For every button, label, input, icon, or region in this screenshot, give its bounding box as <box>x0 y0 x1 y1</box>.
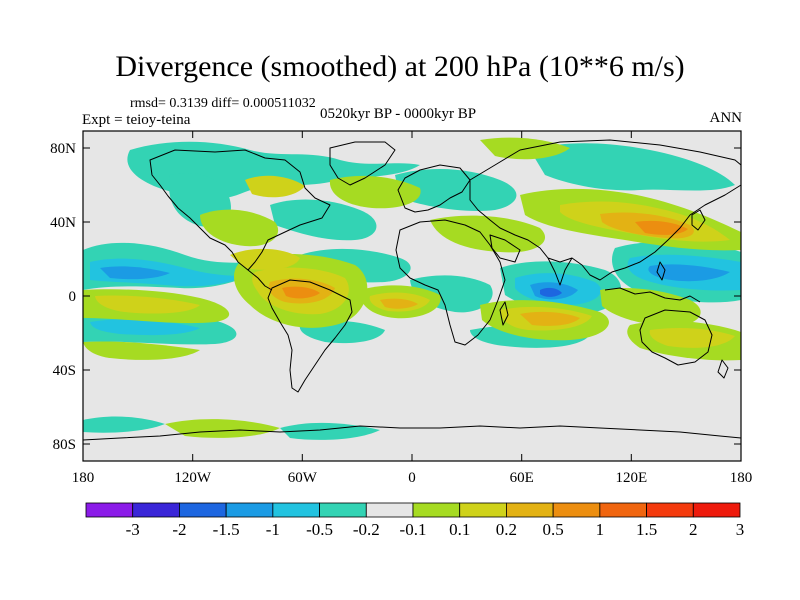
coast-madagascar <box>499 301 509 326</box>
colorbar-label: -1 <box>266 520 280 539</box>
pos-region-arctic-mid <box>245 175 305 198</box>
colorbar-swatch <box>132 502 180 518</box>
pos-region-southpac-far <box>83 341 200 360</box>
coast-new-zealand <box>717 359 729 379</box>
colorbar-label: -0.2 <box>353 520 380 539</box>
neg-region-indian-max <box>540 287 562 297</box>
colorbar-label: 0.5 <box>543 520 564 539</box>
neg-region-eastpac-strong <box>100 266 170 280</box>
lon-label-120w: 120W <box>174 470 212 486</box>
colorbar-swatch <box>225 502 274 518</box>
coastlines <box>82 139 742 441</box>
coast-africa <box>395 219 506 346</box>
colorbar-label: 0.1 <box>449 520 470 539</box>
chart-title: Divergence (smoothed) at 200 hPa (10**6 … <box>115 50 685 83</box>
pos-region-antarctic <box>165 419 280 438</box>
colorbar-label: 2 <box>689 520 698 539</box>
field-layer <box>83 131 741 461</box>
colorbar-swatch <box>552 502 601 518</box>
pos-region-caribbean <box>230 248 300 270</box>
coast-asia <box>469 139 742 281</box>
experiment-label: Expt = teioy-teina <box>82 112 191 128</box>
coast-philippines <box>656 261 666 281</box>
pos-region-africa-n <box>430 215 546 253</box>
coast-antarctica <box>82 425 742 441</box>
colorbar-swatch <box>646 502 694 518</box>
colorbar-label: 3 <box>736 520 745 539</box>
stats-label: rmsd= 0.3139 diff= 0.000511032 <box>130 96 316 111</box>
neg-region-southpac-mid <box>90 319 200 336</box>
colorbar-swatch <box>506 502 554 518</box>
pos-region-midlat-n <box>200 209 279 247</box>
pos-region-africa-s-strong <box>520 311 580 326</box>
pos-region-australia-mid <box>649 328 735 348</box>
neg-region-westpac-strong <box>648 264 730 282</box>
coast-greenland <box>329 141 396 186</box>
lat-label-80s: 80S <box>53 437 76 453</box>
colorbar-label: -2 <box>172 520 186 539</box>
colorbar-swatch <box>272 502 320 518</box>
coast-japan <box>691 209 706 231</box>
lat-label-80n: 80N <box>50 141 76 157</box>
positive-regions <box>83 137 741 438</box>
neg-region-asia-north <box>530 143 735 191</box>
period-label: 0520kyr BP - 0000kyr BP <box>320 106 477 122</box>
lat-label-40s: 40S <box>53 363 76 379</box>
lat-label-eq: 0 <box>69 289 77 305</box>
colorbar-label: -0.1 <box>400 520 427 539</box>
colorbar-swatch <box>599 502 647 518</box>
pos-region-atlantic-strong <box>380 298 418 309</box>
colorbar: -3 -2 -1.5 -1 -0.5 -0.2 -0.1 0.1 0.2 0.5 1 1.5 2 3 <box>85 502 745 539</box>
colorbar-label: -1.5 <box>213 520 240 539</box>
lon-label-0: 0 <box>408 470 416 486</box>
season-label: ANN <box>709 110 743 126</box>
lon-label-180e: 180 <box>730 470 753 486</box>
lat-label-40n: 40N <box>50 215 76 231</box>
plot-frame: 80N 40N 0 40S 80S 180 120W 60W 0 60E 120… <box>50 130 753 486</box>
pos-region-asia-max <box>635 220 688 235</box>
lon-label-180w: 180 <box>72 470 95 486</box>
pos-region-eastpac-mid <box>95 295 200 314</box>
pos-region-arctic-asia <box>480 137 570 160</box>
coast-north-america <box>149 149 331 271</box>
lon-label-60e: 60E <box>510 470 534 486</box>
colorbar-swatch <box>179 502 227 518</box>
neg-region-ross <box>83 416 165 433</box>
lon-ticks <box>82 131 742 461</box>
colorbar-swatch <box>319 502 367 518</box>
lat-ticks <box>83 147 741 445</box>
colorbar-label: 1.5 <box>636 520 657 539</box>
colorbar-swatch <box>85 502 134 518</box>
lon-label-120e: 120E <box>615 470 647 486</box>
pos-region-southamerica-max <box>282 286 320 299</box>
colorbar-label: 0.2 <box>496 520 517 539</box>
coast-south-america <box>267 279 353 393</box>
coast-arabia <box>489 234 521 263</box>
colorbar-label: -0.5 <box>306 520 333 539</box>
colorbar-swatch <box>692 502 741 518</box>
colorbar-swatch <box>365 502 414 518</box>
colorbar-label: 1 <box>596 520 605 539</box>
neg-region-europe <box>395 168 517 211</box>
coast-australia <box>639 309 713 366</box>
pos-region-indonesia <box>600 288 701 326</box>
coast-indonesia <box>604 287 701 303</box>
coast-central-america <box>247 269 273 291</box>
coast-europe <box>397 164 471 213</box>
coast-india <box>547 257 573 286</box>
neg-region-southern-ocean <box>280 422 380 440</box>
colorbar-swatch <box>412 502 461 518</box>
neg-region-atlantic-north <box>270 199 377 241</box>
colorbar-label: -3 <box>126 520 140 539</box>
colorbar-swatch <box>459 502 507 518</box>
lon-label-60w: 60W <box>288 470 318 486</box>
